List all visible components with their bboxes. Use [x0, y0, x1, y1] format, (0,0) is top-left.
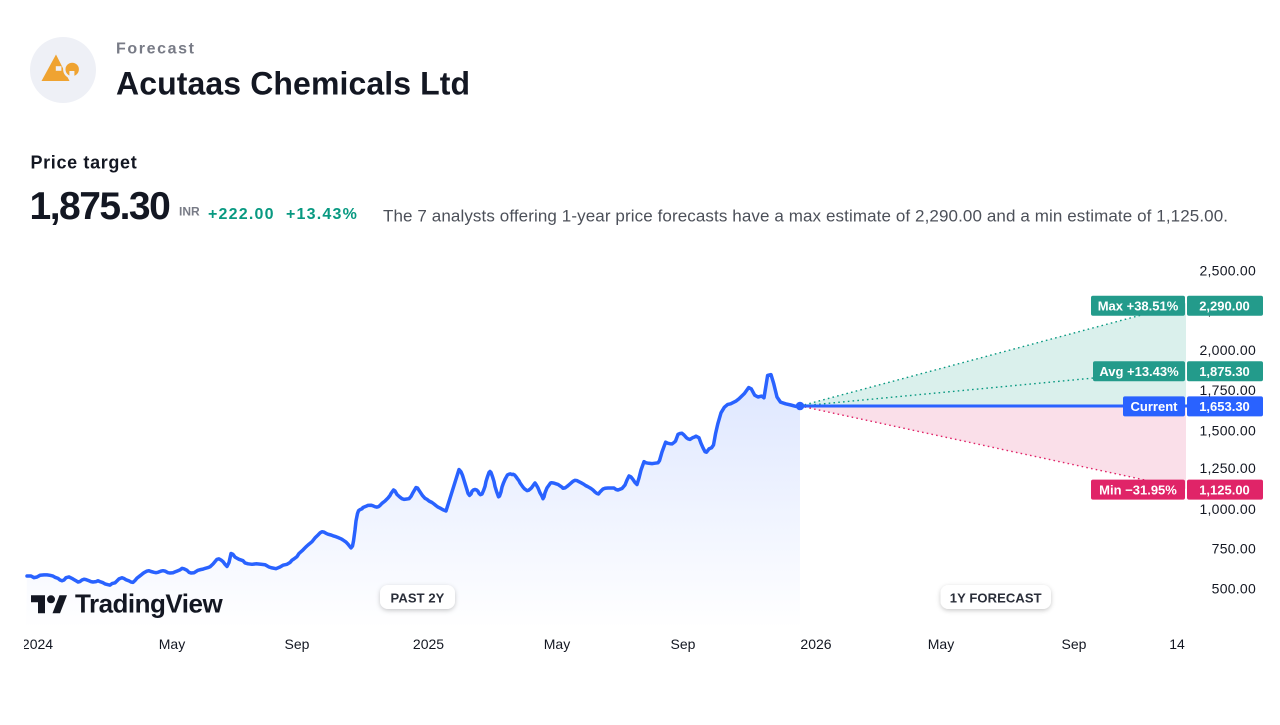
- svg-text:2,290.00: 2,290.00: [1199, 299, 1250, 314]
- svg-text:1,653.30: 1,653.30: [1199, 399, 1250, 414]
- svg-text:May: May: [544, 636, 570, 652]
- svg-text:1,125.00: 1,125.00: [1199, 482, 1250, 497]
- svg-text:1Y FORECAST: 1Y FORECAST: [950, 591, 1042, 606]
- svg-text:2,000.00: 2,000.00: [1200, 342, 1257, 358]
- svg-text:1,250.00: 1,250.00: [1200, 460, 1257, 476]
- svg-text:The 7 analysts offering 1-year: The 7 analysts offering 1-year price for…: [383, 207, 1228, 226]
- svg-text:TradingView: TradingView: [75, 589, 223, 619]
- svg-text:14: 14: [1169, 636, 1185, 652]
- svg-text:+222.00: +222.00: [208, 206, 275, 223]
- svg-text:Sep: Sep: [1062, 636, 1087, 652]
- svg-text:750.00: 750.00: [1212, 541, 1256, 557]
- svg-text:May: May: [928, 636, 954, 652]
- svg-text:1,875.30: 1,875.30: [1199, 364, 1250, 379]
- svg-text:May: May: [159, 636, 185, 652]
- svg-text:Forecast: Forecast: [116, 41, 196, 58]
- svg-text:Sep: Sep: [671, 636, 696, 652]
- svg-text:2,500.00: 2,500.00: [1200, 263, 1257, 279]
- svg-text:Max +38.51%: Max +38.51%: [1098, 299, 1179, 314]
- svg-text:1,875.30: 1,875.30: [30, 185, 171, 228]
- svg-text:1,000.00: 1,000.00: [1200, 501, 1257, 517]
- svg-text:Acutaas Chemicals Ltd: Acutaas Chemicals Ltd: [116, 66, 470, 102]
- svg-text:2026: 2026: [800, 636, 831, 652]
- svg-text:INR: INR: [179, 205, 200, 219]
- svg-text:1,750.00: 1,750.00: [1200, 382, 1257, 398]
- svg-text:2025: 2025: [413, 636, 444, 652]
- svg-text:Current: Current: [1131, 399, 1179, 414]
- svg-text:2024: 2024: [22, 636, 53, 652]
- svg-text:1,500.00: 1,500.00: [1200, 423, 1257, 439]
- svg-text:Avg +13.43%: Avg +13.43%: [1099, 364, 1179, 379]
- svg-text:Price target: Price target: [31, 153, 138, 173]
- svg-text:Min −31.95%: Min −31.95%: [1099, 482, 1177, 497]
- svg-text:+13.43%: +13.43%: [286, 206, 358, 223]
- svg-text:Sep: Sep: [285, 636, 310, 652]
- svg-text:PAST 2Y: PAST 2Y: [391, 591, 445, 606]
- svg-text:500.00: 500.00: [1212, 581, 1256, 597]
